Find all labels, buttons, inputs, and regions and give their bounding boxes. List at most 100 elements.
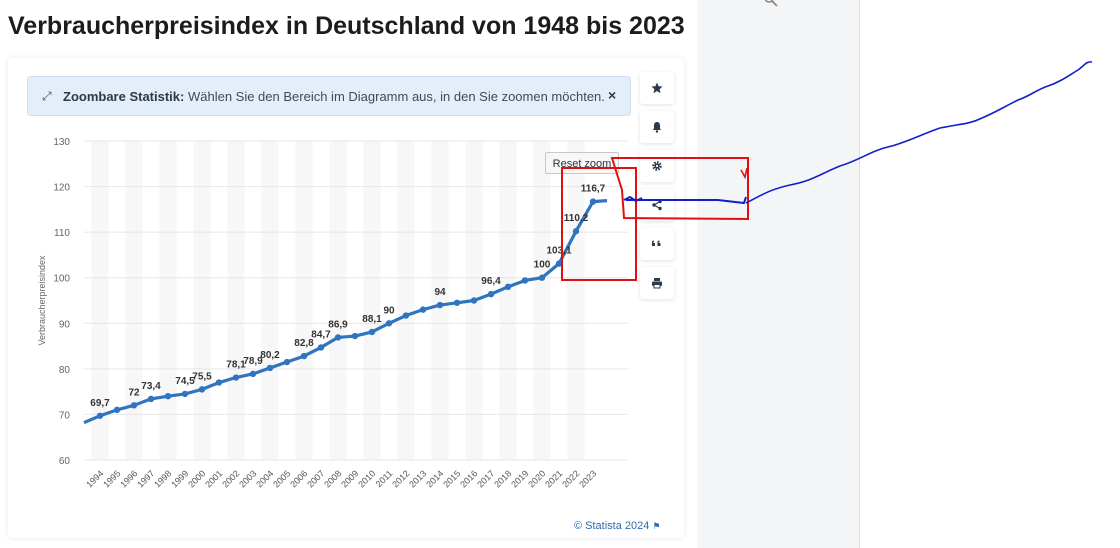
x-tick-label: 2004 bbox=[254, 468, 275, 489]
zoom-banner-message: Wählen Sie den Bereich im Diagramm aus, … bbox=[184, 89, 605, 104]
x-tick-label: 2002 bbox=[220, 468, 241, 489]
data-point bbox=[538, 274, 546, 281]
y-tick-label: 110 bbox=[54, 228, 70, 239]
data-point bbox=[147, 395, 155, 403]
y-tick-label: 70 bbox=[59, 410, 71, 421]
bell-icon bbox=[652, 122, 662, 133]
column-band bbox=[227, 141, 245, 460]
data-label: 72 bbox=[128, 387, 140, 398]
x-tick-label: 2007 bbox=[305, 468, 326, 489]
column-band bbox=[295, 141, 313, 460]
magnifier-icon[interactable] bbox=[764, 0, 778, 8]
x-tick-label: 2016 bbox=[458, 468, 479, 489]
y-tick-label: 100 bbox=[53, 274, 70, 285]
star-icon bbox=[651, 82, 663, 94]
data-point bbox=[181, 390, 189, 398]
chart[interactable]: 60 70 80 90 100 110 120 130 Verbraucherpreisinde… bbox=[0, 0, 700, 548]
data-point bbox=[521, 277, 529, 284]
y-axis-label: Verbraucherpreisindex bbox=[37, 255, 47, 346]
reset-zoom-button[interactable]: Reset zoom bbox=[545, 152, 619, 174]
data-point bbox=[470, 297, 478, 304]
data-point bbox=[266, 364, 274, 372]
data-label: 75,5 bbox=[192, 371, 212, 382]
data-label: 94 bbox=[434, 287, 446, 298]
data-label: 82,8 bbox=[294, 338, 314, 349]
data-point bbox=[249, 370, 257, 378]
zoom-info-banner: ⤢ Zoombare Statistik: Wählen Sie den Ber… bbox=[27, 76, 631, 116]
data-label: 80,2 bbox=[260, 350, 280, 361]
copyright-link[interactable]: © Statista 2024 ⚑ bbox=[574, 520, 661, 532]
data-label: 78,9 bbox=[243, 356, 263, 367]
x-tick-label: 2023 bbox=[577, 468, 598, 489]
data-point bbox=[96, 412, 104, 419]
data-point bbox=[130, 402, 138, 409]
data-point bbox=[334, 334, 342, 341]
quote-icon bbox=[652, 240, 661, 246]
data-label: 84,7 bbox=[311, 329, 331, 340]
column-band bbox=[329, 141, 347, 460]
share-button[interactable] bbox=[640, 189, 674, 221]
x-tick-label: 2019 bbox=[509, 468, 530, 489]
share-icon bbox=[652, 199, 662, 211]
data-label: 73,4 bbox=[141, 381, 161, 392]
right-side-panel bbox=[697, 0, 859, 548]
y-tick-label: 130 bbox=[53, 137, 70, 148]
data-point bbox=[504, 283, 512, 291]
data-point bbox=[436, 301, 444, 309]
data-label: 74,5 bbox=[175, 376, 195, 387]
close-banner-button[interactable]: × bbox=[608, 87, 617, 103]
data-label: 100 bbox=[534, 260, 551, 271]
data-point bbox=[232, 374, 240, 381]
data-label: 96,4 bbox=[481, 276, 501, 287]
data-point bbox=[589, 198, 597, 205]
data-label: 88,1 bbox=[362, 314, 382, 325]
print-icon bbox=[652, 278, 662, 289]
zoom-banner-bold: Zoombare Statistik: bbox=[63, 89, 185, 104]
data-point bbox=[402, 312, 410, 319]
x-tick-label: 2000 bbox=[186, 468, 207, 489]
x-tick-label: 2011 bbox=[374, 468, 395, 489]
settings-button[interactable] bbox=[640, 150, 674, 182]
data-label: 90 bbox=[383, 305, 395, 316]
gear-icon bbox=[652, 161, 662, 171]
x-tick-label: 1998 bbox=[152, 468, 173, 489]
print-button[interactable] bbox=[640, 267, 674, 299]
page-title: Verbraucherpreisindex in Deutschland von… bbox=[8, 12, 685, 40]
column-band bbox=[533, 141, 551, 460]
x-tick-label: 2020 bbox=[526, 468, 547, 489]
column-band bbox=[397, 141, 415, 460]
x-tick-label: 2015 bbox=[441, 468, 462, 489]
cite-button[interactable] bbox=[640, 228, 674, 260]
data-label: 69,7 bbox=[90, 398, 110, 409]
data-point bbox=[300, 352, 308, 360]
x-tick-label: 2005 bbox=[271, 468, 292, 489]
column-band bbox=[91, 141, 109, 460]
column-band bbox=[363, 141, 381, 460]
y-tick-label: 80 bbox=[59, 365, 71, 376]
data-label: 86,9 bbox=[328, 319, 348, 330]
column-band bbox=[499, 141, 517, 460]
y-tick-label: 90 bbox=[59, 319, 71, 330]
data-point bbox=[368, 328, 376, 336]
data-point bbox=[317, 344, 325, 351]
column-band bbox=[159, 141, 177, 460]
x-tick-label: 2022 bbox=[560, 468, 581, 489]
x-tick-label: 2003 bbox=[237, 468, 258, 489]
divider-line bbox=[859, 0, 860, 548]
data-label: 116,7 bbox=[581, 184, 606, 195]
data-point bbox=[453, 299, 461, 306]
data-point bbox=[487, 290, 495, 298]
data-point bbox=[198, 386, 206, 393]
data-label: 110,2 bbox=[564, 213, 589, 224]
column-band bbox=[431, 141, 449, 460]
notification-button[interactable] bbox=[640, 111, 674, 143]
data-label: 103,1 bbox=[546, 246, 571, 257]
x-tick-label: 2017 bbox=[475, 468, 496, 489]
star-button[interactable] bbox=[640, 72, 674, 104]
x-tick-label: 1999 bbox=[169, 468, 190, 489]
data-label: 78,1 bbox=[226, 360, 246, 371]
data-point bbox=[164, 393, 172, 400]
data-point bbox=[215, 379, 223, 386]
x-tick-label: 2013 bbox=[407, 468, 428, 489]
